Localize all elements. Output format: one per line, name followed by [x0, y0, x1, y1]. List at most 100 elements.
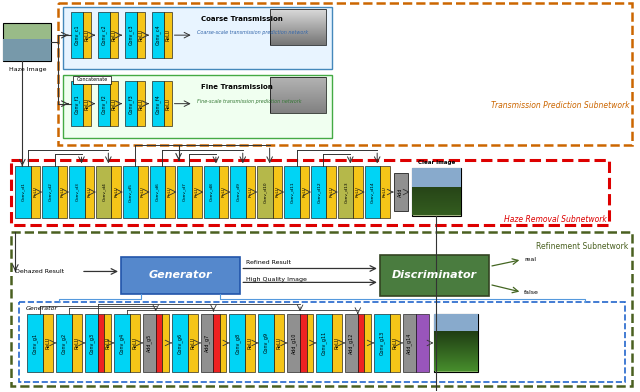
Bar	[270, 78, 326, 79]
Text: ReLU: ReLU	[105, 337, 110, 349]
Text: Conv_d5: Conv_d5	[129, 183, 132, 201]
Bar	[246, 166, 255, 218]
Bar	[270, 23, 326, 24]
Bar	[270, 96, 326, 97]
Text: Add_g12: Add_g12	[349, 332, 354, 354]
Bar	[270, 85, 326, 86]
Bar	[270, 9, 326, 45]
Bar	[353, 166, 363, 218]
Bar	[311, 166, 326, 218]
Text: ReLU: ReLU	[111, 29, 116, 41]
Bar	[412, 203, 461, 204]
Text: Conv_d11: Conv_d11	[290, 181, 294, 203]
Bar	[412, 192, 461, 193]
Bar	[433, 362, 478, 363]
Bar	[412, 202, 461, 203]
Bar	[433, 363, 478, 364]
Bar	[270, 92, 326, 93]
Bar	[338, 166, 353, 218]
Bar	[270, 15, 326, 16]
Bar	[270, 20, 326, 21]
Bar	[125, 81, 137, 127]
Bar	[270, 81, 326, 82]
Bar	[433, 348, 478, 349]
Text: Conv_d14: Conv_d14	[371, 181, 374, 203]
Bar	[275, 314, 284, 372]
Bar	[433, 365, 478, 366]
Text: Conv_d7: Conv_d7	[182, 183, 186, 201]
Bar	[270, 21, 326, 22]
Bar	[270, 44, 326, 45]
Bar	[270, 80, 326, 81]
Text: ReLU: ReLU	[356, 187, 360, 198]
Bar	[270, 11, 326, 13]
Bar	[73, 76, 111, 84]
Bar	[28, 314, 44, 372]
Bar	[433, 369, 478, 370]
Text: ReLU: ReLU	[329, 187, 333, 198]
Text: Conv_f3: Conv_f3	[128, 94, 134, 114]
Text: Haze Image: Haze Image	[8, 67, 46, 72]
Bar	[270, 18, 326, 19]
Bar	[164, 12, 172, 58]
Bar	[257, 166, 273, 218]
Text: Conv_g2: Conv_g2	[61, 332, 67, 354]
Bar	[412, 196, 461, 197]
Text: Conv_c1: Conv_c1	[74, 25, 80, 45]
Bar	[433, 344, 478, 345]
Bar	[412, 204, 461, 205]
Bar	[307, 314, 313, 372]
Bar	[130, 314, 140, 372]
Bar	[412, 194, 461, 195]
Bar	[270, 112, 326, 113]
Bar	[172, 314, 188, 372]
Bar	[270, 31, 326, 32]
Bar	[433, 336, 478, 338]
Text: Conv_d9: Conv_d9	[236, 183, 240, 201]
Bar	[412, 168, 461, 187]
Bar	[204, 166, 219, 218]
Bar	[177, 166, 192, 218]
Bar	[71, 12, 83, 58]
Bar	[270, 106, 326, 107]
Bar	[270, 32, 326, 33]
Bar	[214, 314, 220, 372]
Text: Conv_d3: Conv_d3	[75, 183, 79, 201]
Bar	[433, 338, 478, 339]
Bar	[270, 101, 326, 102]
Bar	[270, 34, 326, 35]
Text: Conv_d6: Conv_d6	[156, 183, 159, 201]
Bar	[433, 354, 478, 356]
Bar	[433, 340, 478, 341]
Bar	[433, 331, 478, 332]
Text: ReLU: ReLU	[84, 29, 90, 41]
Bar	[69, 166, 84, 218]
Bar	[433, 367, 478, 368]
Text: ReLU: ReLU	[84, 98, 90, 110]
Text: Discriminator: Discriminator	[392, 270, 477, 280]
Bar	[433, 360, 478, 361]
Text: Fine-scale transmission prediction network: Fine-scale transmission prediction netwo…	[196, 99, 301, 104]
Bar	[270, 17, 326, 18]
Bar	[270, 91, 326, 92]
Text: ReLU: ReLU	[275, 187, 280, 198]
Bar	[433, 314, 478, 331]
Text: High Quality Image: High Quality Image	[246, 278, 307, 282]
Text: Generator: Generator	[149, 270, 212, 280]
Text: Generator: Generator	[26, 306, 58, 311]
Bar	[111, 166, 121, 218]
Bar	[287, 314, 300, 372]
Text: ReLU: ReLU	[75, 337, 79, 349]
Bar	[270, 25, 326, 26]
Bar	[433, 358, 478, 359]
Bar	[316, 314, 332, 372]
Bar	[433, 342, 478, 343]
Bar	[412, 213, 461, 214]
Text: Conv_f4: Conv_f4	[155, 94, 161, 114]
Text: Add_g5: Add_g5	[147, 334, 152, 352]
Text: Conv_c4: Conv_c4	[155, 25, 161, 45]
Bar	[270, 84, 326, 85]
Bar	[433, 345, 478, 347]
Text: Fine Transmission: Fine Transmission	[200, 84, 272, 90]
Bar	[270, 22, 326, 24]
